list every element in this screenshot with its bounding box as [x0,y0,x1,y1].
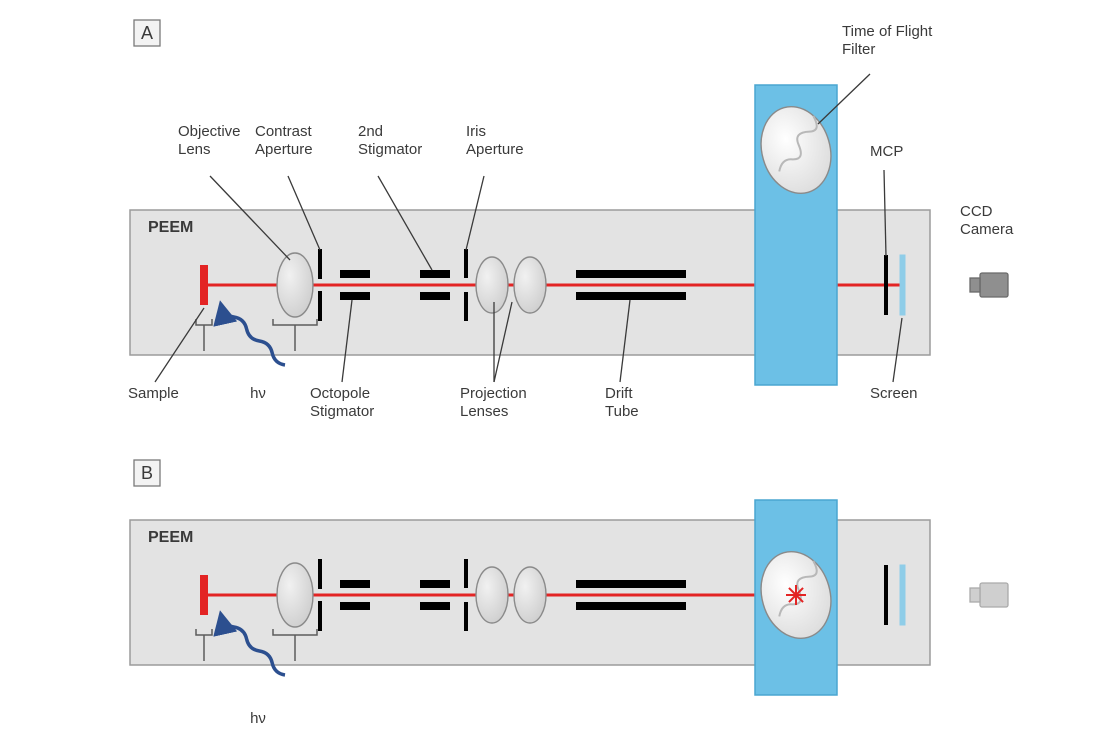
proj-lens-1 [476,567,508,623]
lbl-tof-text: Time of FlightFilter [842,23,933,58]
lbl-ccd-text: CCDCamera [960,203,1014,238]
proj-lens-1 [476,257,508,313]
mcp [884,255,888,315]
lbl-obj-lens-text: ObjectiveLens [178,123,241,158]
lbl-mcp-text: MCP [870,143,903,160]
objective-lens [277,563,313,627]
lbl-2nd-stig-text: 2ndStigmator [358,123,422,158]
hv-label: hν [250,385,266,402]
lbl-screen-text: Screen [870,385,918,402]
screen [900,565,905,625]
ccd-camera-icon [970,273,1008,297]
lbl-ccd: CCDCamera [960,203,1014,238]
time-of-flight-filter [751,85,841,385]
peem-label: PEEM [148,219,193,236]
lbl-drift-tube-text: DriftTube [605,385,639,420]
ccd-camera-icon [970,583,1008,607]
lbl-contrast-text: ContrastAperture [255,123,313,158]
lbl-sample-text: Sample [128,385,179,402]
sample [200,575,208,615]
peem-label: PEEM [148,529,193,546]
panel-letter: A [141,23,153,43]
lbl-octopole-text: OctopoleStigmator [310,385,374,420]
beam-focus-star [786,585,806,605]
sample [200,265,208,305]
objective-lens [277,253,313,317]
panel-letter: B [141,463,153,483]
proj-lens-2 [514,257,546,313]
mcp [884,565,888,625]
screen [900,255,905,315]
lbl-iris-text: IrisAperture [466,123,524,158]
lbl-proj-lenses-text: ProjectionLenses [460,385,527,420]
hv-label: hν [250,710,266,727]
diagram-stage: A PEEM hν ObjectiveLens ContrastAperture 2ndS… [0,0,1120,746]
proj-lens-2 [514,567,546,623]
